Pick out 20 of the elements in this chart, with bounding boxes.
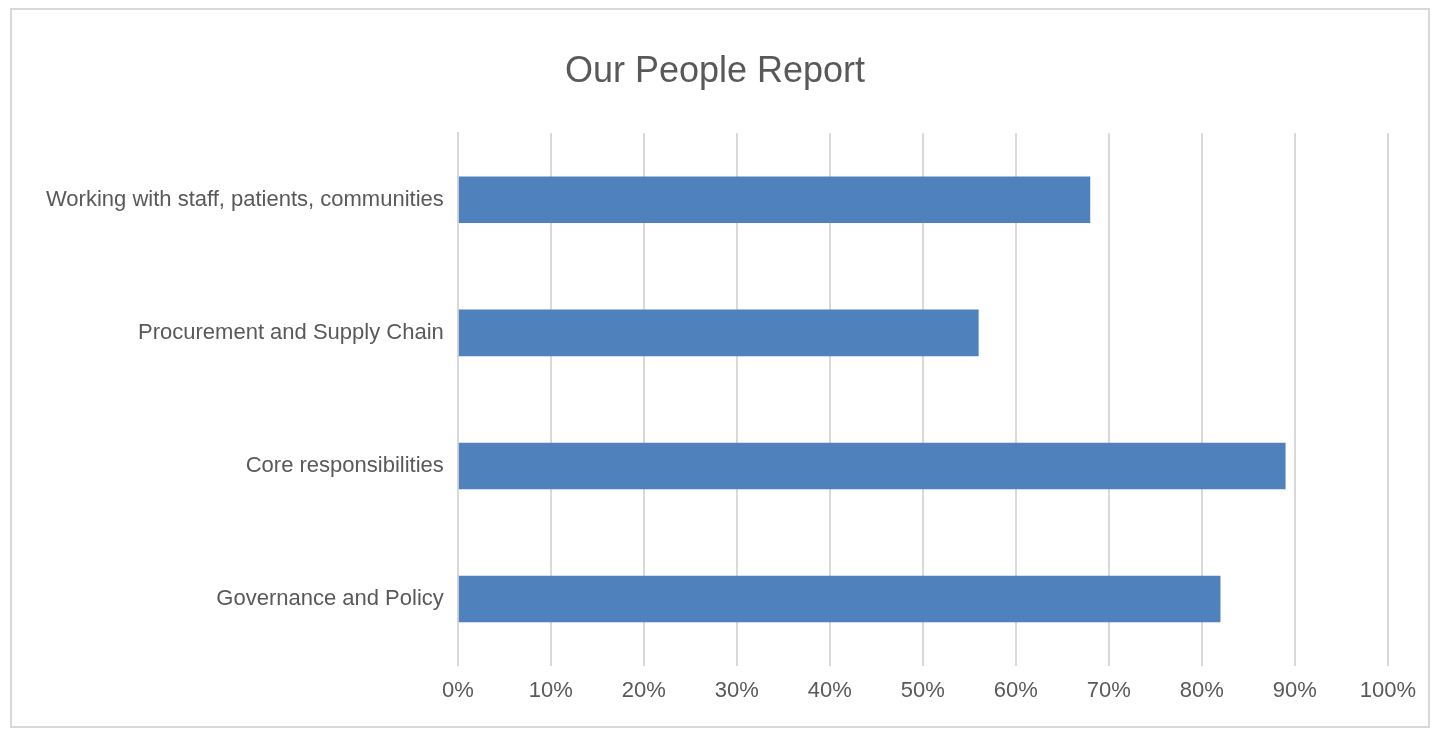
x-tick-label: 90% xyxy=(1272,676,1317,702)
bar xyxy=(458,176,1091,224)
bar xyxy=(458,575,1221,623)
x-tick-label: 60% xyxy=(993,676,1038,702)
y-tick-label: Procurement and Supply Chain xyxy=(138,318,444,344)
x-tick-label: 100% xyxy=(1359,676,1417,702)
y-tick-label: Core responsibilities xyxy=(245,452,444,478)
bar xyxy=(458,442,1286,490)
y-tick-label: Working with staff, patients, communities xyxy=(46,185,444,211)
x-tick-label: 30% xyxy=(714,676,759,702)
x-tick-label: 80% xyxy=(1179,676,1224,702)
x-tick-label: 40% xyxy=(807,676,852,702)
chart-title: Our People Report xyxy=(564,48,866,90)
x-tick-label: 20% xyxy=(621,676,666,702)
x-tick-label: 0% xyxy=(441,676,474,702)
x-tick-label: 70% xyxy=(1086,676,1131,702)
x-tick-label: 10% xyxy=(528,676,573,702)
bar xyxy=(458,309,979,357)
y-tick-label: Governance and Policy xyxy=(216,585,444,611)
x-tick-label: 50% xyxy=(900,676,945,702)
